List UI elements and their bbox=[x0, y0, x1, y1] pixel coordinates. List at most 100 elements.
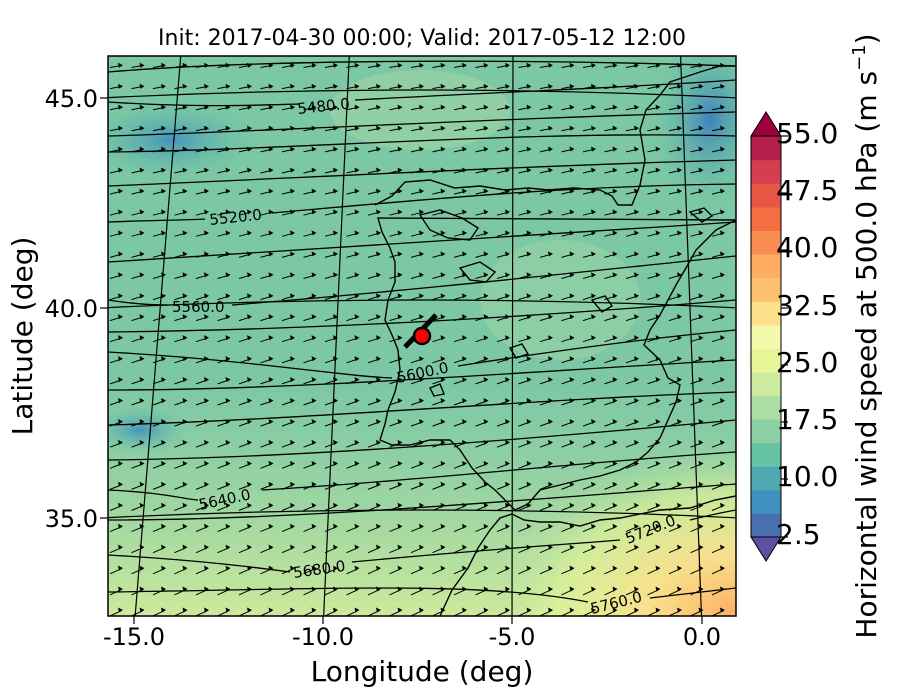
wind-arrow bbox=[539, 481, 553, 490]
wind-arrow bbox=[303, 607, 317, 616]
wind-arrow bbox=[238, 586, 252, 596]
wind-arrow bbox=[281, 146, 295, 153]
wind-arrow bbox=[346, 83, 360, 90]
wind-arrow bbox=[668, 481, 682, 490]
wind-arrow bbox=[260, 314, 274, 322]
wind-arrow bbox=[410, 272, 424, 279]
wind-arrow bbox=[453, 146, 467, 153]
wind-arrow bbox=[690, 565, 704, 575]
wind-arrow bbox=[496, 544, 510, 554]
wind-arrow bbox=[260, 418, 274, 427]
wind-arrow bbox=[367, 230, 381, 237]
wind-arrow bbox=[496, 607, 510, 616]
wind-arrow bbox=[109, 125, 123, 132]
wind-arrow bbox=[475, 293, 489, 301]
wind-arrow bbox=[324, 607, 338, 616]
wind-arrow bbox=[647, 335, 661, 343]
wind-arrow bbox=[690, 104, 704, 111]
wind-arrow bbox=[668, 167, 682, 174]
wind-arrow bbox=[604, 125, 618, 132]
wind-arrow bbox=[432, 146, 446, 153]
wind-arrow bbox=[260, 104, 274, 111]
wind-arrow bbox=[625, 293, 639, 301]
wind-arrow bbox=[281, 523, 295, 533]
wind-arrow bbox=[367, 188, 381, 195]
wind-arrow bbox=[582, 397, 596, 406]
colorbar-segment bbox=[751, 136, 781, 161]
wind-arrow bbox=[647, 502, 661, 511]
wind-arrow bbox=[475, 314, 489, 322]
wind-arrow bbox=[238, 62, 252, 68]
y-axis-label: Latitude (deg) bbox=[6, 237, 39, 436]
x-axis-label: Longitude (deg) bbox=[311, 655, 534, 688]
wind-arrow bbox=[432, 544, 446, 554]
wind-arrow bbox=[647, 251, 661, 258]
wind-arrow bbox=[346, 272, 360, 279]
wind-arrow bbox=[410, 146, 424, 153]
wind-arrow bbox=[711, 565, 725, 575]
wind-arrow bbox=[518, 272, 532, 279]
wind-arrow bbox=[238, 335, 252, 343]
wind-arrow bbox=[346, 397, 360, 406]
wind-arrow bbox=[496, 502, 510, 511]
colorbar-tick-label: 25.0 bbox=[776, 346, 838, 379]
wind-arrow bbox=[238, 565, 252, 575]
wind-arrow bbox=[539, 418, 553, 427]
wind-arrow bbox=[496, 146, 510, 153]
wind-arrow bbox=[711, 586, 725, 596]
wind-arrow bbox=[324, 335, 338, 343]
wind-arrow bbox=[238, 293, 252, 301]
wind-arrow bbox=[152, 104, 166, 111]
wind-arrow bbox=[367, 397, 381, 406]
wind-arrow bbox=[711, 460, 725, 469]
wind-arrow bbox=[518, 104, 532, 111]
wind-arrow bbox=[711, 146, 725, 153]
wind-arrow bbox=[625, 314, 639, 322]
wind-arrow bbox=[303, 314, 317, 322]
wind-arrow bbox=[518, 125, 532, 132]
wind-arrow bbox=[195, 586, 209, 596]
wind-arrow bbox=[260, 586, 274, 596]
wind-arrow bbox=[711, 62, 725, 68]
wind-arrow bbox=[281, 335, 295, 343]
wind-arrow bbox=[690, 586, 704, 596]
wind-arrow bbox=[303, 230, 317, 237]
wind-arrow bbox=[324, 502, 338, 511]
wind-arrow bbox=[109, 251, 123, 258]
wind-arrow bbox=[152, 607, 166, 616]
wind-arrow bbox=[582, 460, 596, 469]
wind-arrow bbox=[281, 62, 295, 68]
wind-arrow bbox=[367, 251, 381, 258]
wind-arrow bbox=[668, 377, 682, 385]
wind-arrow bbox=[625, 230, 639, 237]
wind-arrow bbox=[711, 418, 725, 427]
wind-arrow bbox=[539, 397, 553, 406]
wind-arrow bbox=[324, 251, 338, 258]
wind-arrow bbox=[625, 460, 639, 469]
wind-arrow bbox=[475, 83, 489, 90]
wind-arrow bbox=[367, 523, 381, 533]
wind-arrow bbox=[582, 607, 596, 616]
y-tick-label: 45.0 bbox=[45, 85, 98, 113]
wind-arrow bbox=[647, 377, 661, 385]
wind-arrow bbox=[281, 104, 295, 111]
wind-arrow bbox=[260, 544, 274, 554]
wind-arrow bbox=[668, 586, 682, 596]
wind-arrow bbox=[174, 397, 188, 406]
wind-arrow bbox=[346, 439, 360, 448]
wind-arrow bbox=[690, 314, 704, 322]
wind-arrow bbox=[518, 356, 532, 364]
wind-arrow bbox=[625, 607, 639, 616]
wind-arrow bbox=[539, 293, 553, 301]
wind-arrow bbox=[604, 314, 618, 322]
wind-arrow bbox=[582, 293, 596, 301]
colorbar: 55.0 47.5 40.0 32.5 25.0 17.5 10.0 2.5 H… bbox=[750, 33, 883, 639]
wind-arrow bbox=[410, 125, 424, 132]
wind-arrow bbox=[604, 377, 618, 385]
wind-arrow bbox=[518, 83, 532, 90]
colorbar-segment bbox=[751, 419, 781, 444]
wind-arrow bbox=[217, 62, 231, 68]
wind-arrow bbox=[367, 586, 381, 596]
wind-arrow bbox=[475, 418, 489, 427]
wind-arrow bbox=[131, 272, 145, 279]
